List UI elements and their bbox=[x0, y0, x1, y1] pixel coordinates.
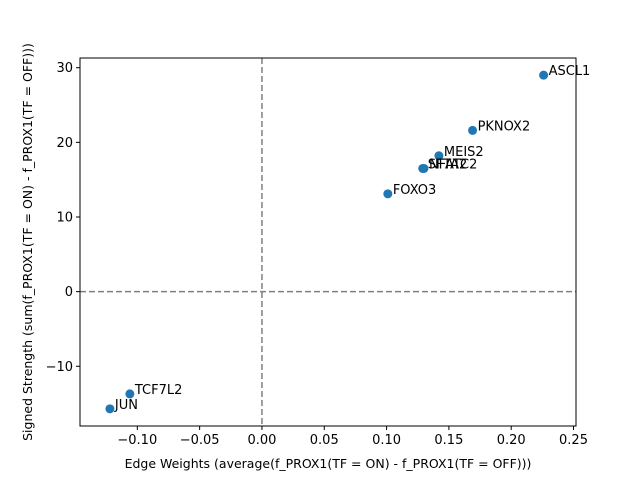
point-label-4: NFATC2 bbox=[429, 157, 477, 172]
data-point-1 bbox=[468, 125, 478, 135]
point-label-3: SFTA2 bbox=[428, 157, 468, 172]
point-label-7: JUN bbox=[114, 398, 138, 413]
x-tick-label-7: 0.25 bbox=[559, 433, 588, 448]
data-point-5 bbox=[383, 189, 393, 199]
data-point-4 bbox=[419, 163, 429, 173]
x-tick-label-5: 0.15 bbox=[434, 433, 463, 448]
point-label-0: ASCL1 bbox=[549, 64, 591, 79]
x-tick-label-6: 0.20 bbox=[497, 433, 526, 448]
point-label-1: PKNOX2 bbox=[478, 119, 531, 134]
x-tick-label-3: 0.05 bbox=[310, 433, 339, 448]
y-axis-label: Signed Strength (sum(f_PROX1(TF = ON) - … bbox=[20, 43, 35, 441]
x-tick-label-2: 0.00 bbox=[247, 433, 276, 448]
y-tick-label-4: 30 bbox=[56, 61, 73, 76]
x-tick-label-1: −0.05 bbox=[180, 433, 220, 448]
point-label-6: TCF7L2 bbox=[134, 383, 183, 398]
x-axis-label: Edge Weights (average(f_PROX1(TF = ON) -… bbox=[125, 456, 532, 471]
y-tick-label-1: 0 bbox=[65, 285, 73, 300]
y-tick-label-0: −10 bbox=[46, 360, 73, 375]
point-label-5: FOXO3 bbox=[393, 183, 436, 198]
data-point-0 bbox=[539, 70, 549, 80]
y-tick-label-2: 10 bbox=[56, 210, 73, 225]
data-point-6 bbox=[125, 389, 135, 399]
data-point-7 bbox=[105, 404, 115, 414]
data-point-2 bbox=[434, 151, 444, 161]
x-tick-label-4: 0.10 bbox=[372, 433, 401, 448]
plot-frame bbox=[79, 57, 577, 427]
point-label-2: MEIS2 bbox=[444, 145, 484, 160]
x-tick-label-0: −0.10 bbox=[117, 433, 157, 448]
y-tick-label-3: 20 bbox=[56, 136, 73, 151]
